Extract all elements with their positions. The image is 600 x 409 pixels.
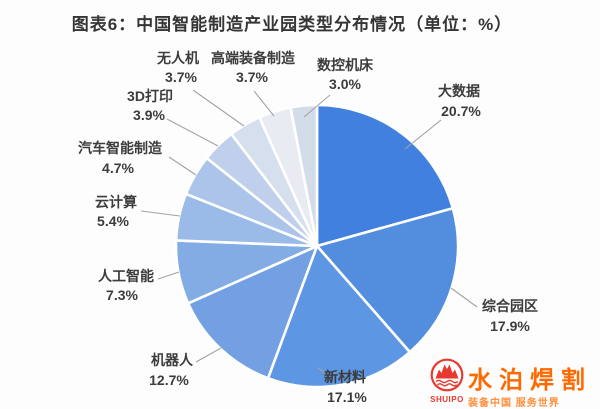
leader-line [450,287,478,308]
leader-line [166,118,219,147]
watermark-logo-text: SHUIPO [430,395,464,404]
pie-slice [315,103,455,248]
slice-percent: 7.3% [106,287,138,303]
leader-line [192,89,245,127]
slice-label: 综合园区 [482,298,538,314]
slice-label: 高端装备制造 [211,50,295,66]
leader-line [140,210,181,217]
slice-label: 人工智能 [98,268,154,284]
slice-percent: 3.9% [133,107,165,123]
pie-slice [315,206,460,354]
slice-label: 云计算 [95,194,137,210]
slice-label: 汽车智能制造 [78,140,162,156]
mountain-icon [435,364,459,379]
chart-title: 图表6：中国智能制造产业园类型分布情况（单位：%） [71,15,513,34]
leader-line [317,367,331,377]
slice-percent: 20.7% [441,103,481,119]
slice-label: 机器人 [151,352,194,368]
slice-percent: 3.0% [329,76,361,92]
leader-line [168,156,197,176]
slice-label: 3D打印 [127,88,173,104]
watermark-brand: 水泊焊割 [468,367,592,394]
leader-line [195,347,222,363]
shuipo-logo-icon [430,358,464,392]
slice-percent: 4.7% [102,160,134,176]
watermark-slogan: 装备中国 服务世界 [468,398,560,409]
leader-line [253,90,275,117]
slice-label: 无人机 [156,50,199,66]
slice-percent: 3.7% [236,69,268,85]
watermark: SHUIPO 水泊焊割 装备中国 服务世界 [428,356,600,409]
slice-percent: 5.4% [97,213,129,229]
slice-label: 数控机床 [317,57,374,73]
slice-label: 新材料 [324,369,366,385]
slice-percent: 12.7% [149,372,189,388]
pie-slice [266,244,412,389]
leader-line [404,119,442,150]
slice-percent: 3.7% [165,69,197,85]
slice-label: 大数据 [438,83,480,99]
slice-percent: 17.1% [327,389,367,405]
pie-slice [289,103,319,248]
leader-line [157,271,180,280]
slice-percent: 17.9% [490,318,530,334]
leader-line [303,94,331,118]
